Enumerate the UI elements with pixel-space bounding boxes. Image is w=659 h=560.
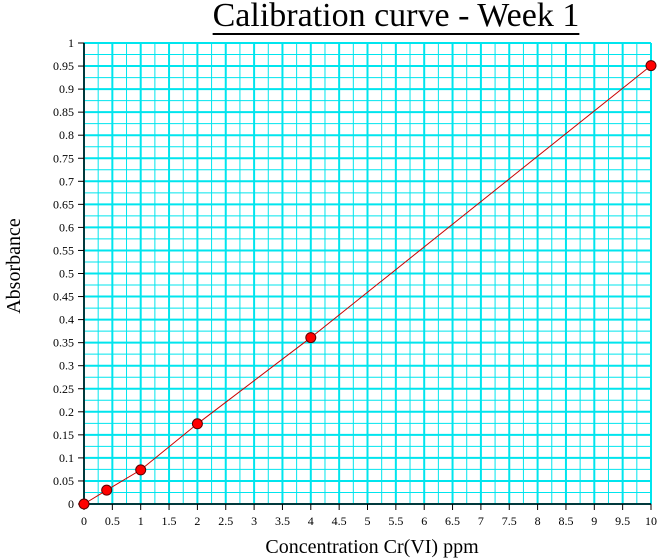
x-tick-label: 1.5 bbox=[162, 514, 177, 528]
y-tick-label: 0.45 bbox=[53, 290, 74, 304]
data-point bbox=[191, 418, 203, 430]
x-tick-label: 2.5 bbox=[218, 514, 233, 528]
x-tick-label: 8 bbox=[535, 514, 541, 528]
y-tick-label: 0.15 bbox=[53, 428, 74, 442]
x-tick-label: 3 bbox=[251, 514, 257, 528]
y-tick-label: 0.65 bbox=[53, 197, 74, 211]
x-tick-label: 8.5 bbox=[558, 514, 573, 528]
x-tick-label: 7 bbox=[478, 514, 484, 528]
x-tick-label: 4 bbox=[308, 514, 314, 528]
y-tick-label: 0.3 bbox=[59, 359, 74, 373]
y-tick-label: 0.2 bbox=[59, 405, 74, 419]
x-tick-label: 5 bbox=[365, 514, 371, 528]
data-point bbox=[101, 484, 113, 496]
x-axis-label: Concentration Cr(VI) ppm bbox=[265, 536, 479, 558]
y-axis-ticks: 0 0.05 0.1 0.15 0.2 0.25 0.3 0.35 0.4 0.45 0.5 0.55… bbox=[53, 36, 84, 511]
y-tick-label: 0.25 bbox=[53, 382, 74, 396]
x-tick-label: 0 bbox=[81, 514, 87, 528]
data-point bbox=[78, 498, 90, 510]
y-tick-label: 0.8 bbox=[59, 128, 74, 142]
x-tick-label: 9.5 bbox=[615, 514, 630, 528]
chart-title: Calibration curve - Week 1 bbox=[213, 0, 580, 34]
y-tick-label: 0.75 bbox=[53, 151, 74, 165]
y-tick-label: 0 bbox=[68, 497, 74, 511]
y-tick-label: 0.35 bbox=[53, 336, 74, 350]
x-tick-label: 0.5 bbox=[105, 514, 120, 528]
x-tick-label: 7.5 bbox=[502, 514, 517, 528]
y-tick-label: 1 bbox=[68, 36, 74, 50]
x-tick-label: 3.5 bbox=[275, 514, 290, 528]
y-tick-label: 0.6 bbox=[59, 220, 74, 234]
y-tick-label: 0.9 bbox=[59, 82, 74, 96]
x-tick-label: 9 bbox=[591, 514, 597, 528]
y-tick-label: 0.95 bbox=[53, 59, 74, 73]
data-point bbox=[305, 332, 317, 344]
x-tick-label: 2 bbox=[194, 514, 200, 528]
x-tick-label: 4.5 bbox=[332, 514, 347, 528]
x-axis-ticks: 0 0.5 1 1.5 2 2.5 3 3.5 4 4.5 5 5.5 6 6.5 7 7.5 8 8.5 9 9.5… bbox=[81, 504, 657, 528]
y-tick-label: 0.5 bbox=[59, 267, 74, 281]
grid bbox=[83, 42, 652, 505]
y-tick-label: 0.1 bbox=[59, 451, 74, 465]
x-tick-label: 10 bbox=[645, 514, 657, 528]
x-tick-label: 6.5 bbox=[445, 514, 460, 528]
y-tick-label: 0.05 bbox=[53, 474, 74, 488]
y-tick-label: 0.4 bbox=[59, 313, 74, 327]
x-tick-label: 1 bbox=[138, 514, 144, 528]
y-tick-label: 0.7 bbox=[59, 174, 74, 188]
data-point bbox=[135, 464, 147, 476]
x-tick-label: 6 bbox=[421, 514, 427, 528]
data-point bbox=[645, 60, 657, 72]
y-tick-label: 0.55 bbox=[53, 243, 74, 257]
y-axis-label: Absorbance bbox=[3, 218, 25, 314]
x-tick-label: 5.5 bbox=[388, 514, 403, 528]
series-points bbox=[78, 60, 657, 510]
y-tick-label: 0.85 bbox=[53, 105, 74, 119]
